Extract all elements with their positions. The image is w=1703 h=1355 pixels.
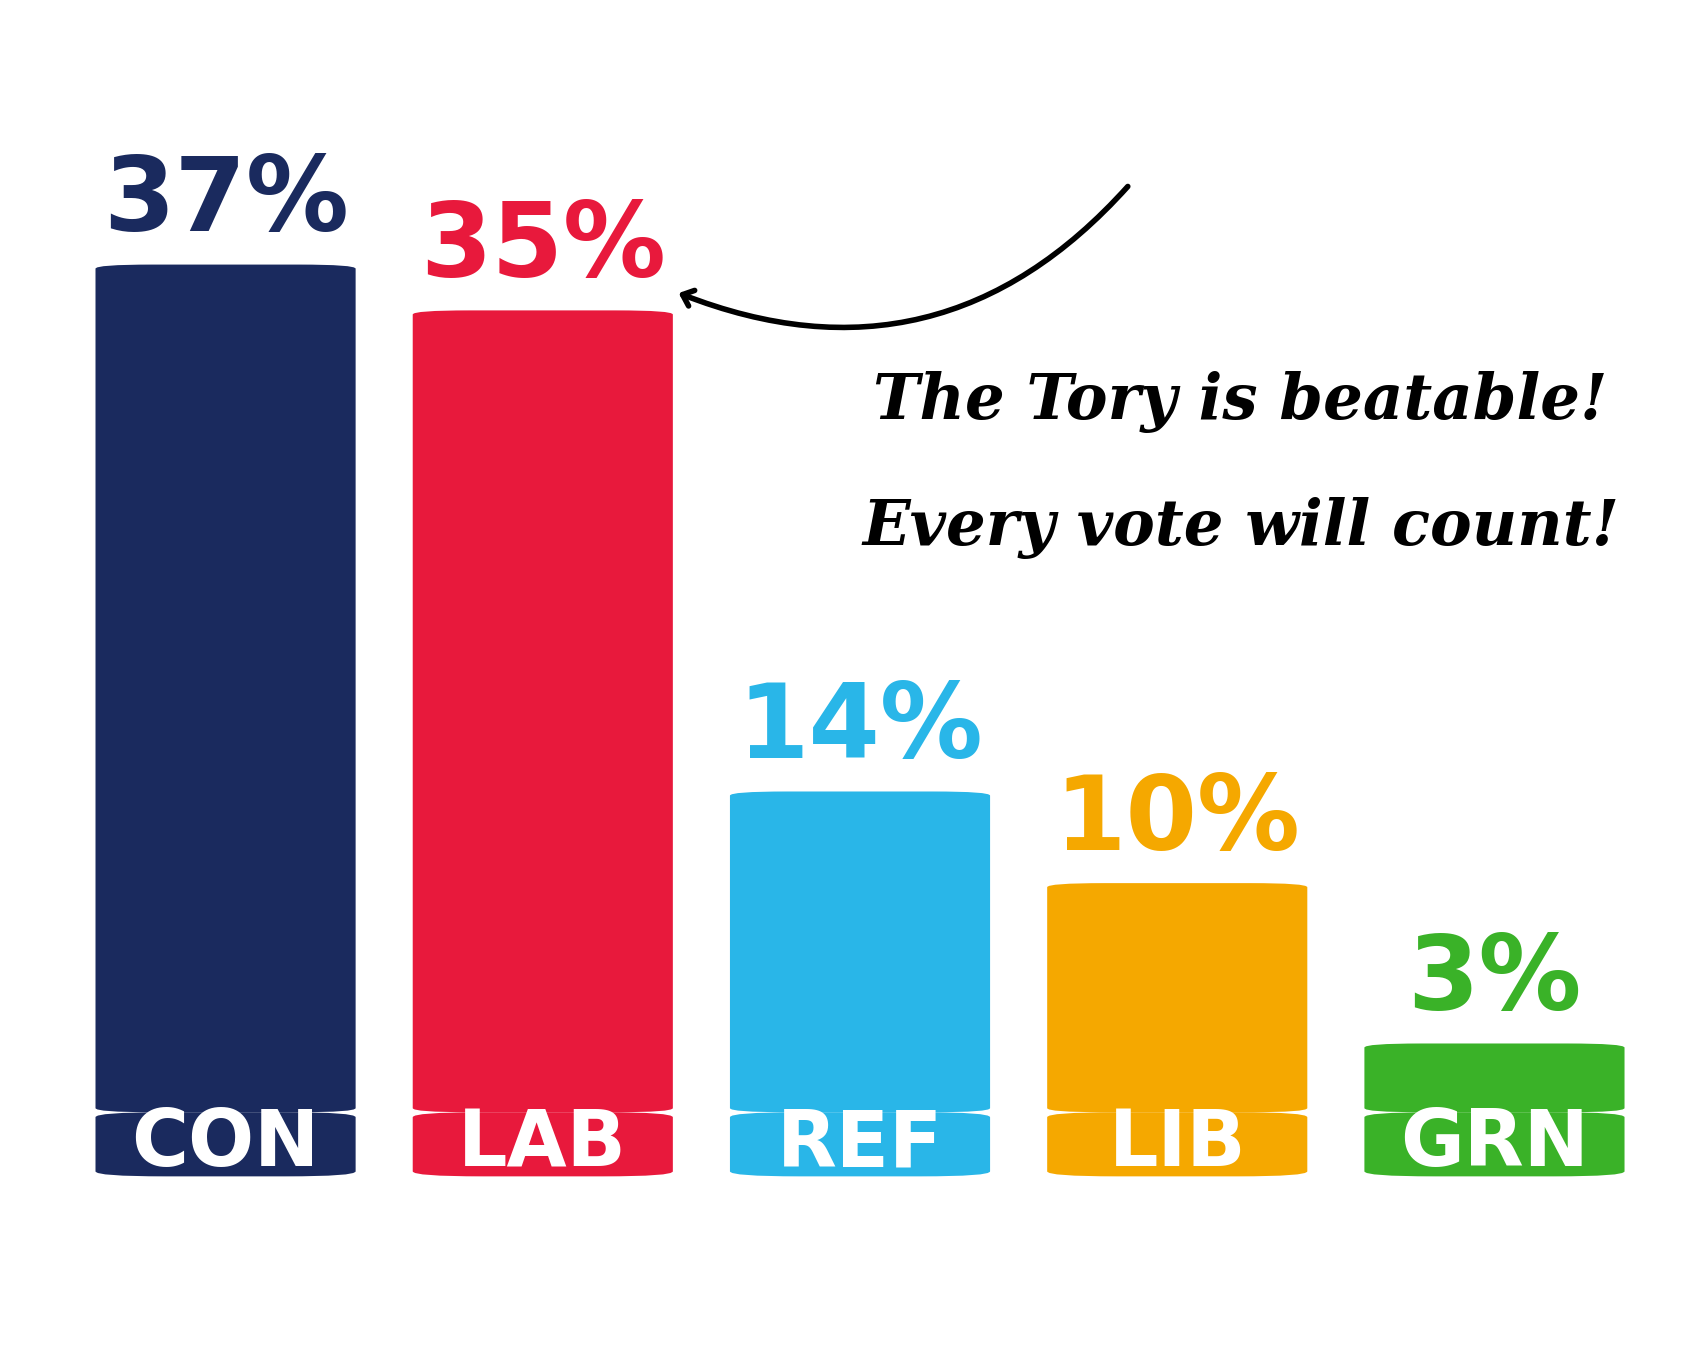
Text: 10%: 10% xyxy=(1054,771,1299,871)
Text: GRN: GRN xyxy=(1400,1106,1589,1183)
FancyBboxPatch shape xyxy=(731,1112,989,1176)
Text: CON: CON xyxy=(131,1106,320,1183)
FancyBboxPatch shape xyxy=(1364,1043,1625,1112)
FancyBboxPatch shape xyxy=(412,1112,673,1176)
Text: 35%: 35% xyxy=(421,198,666,299)
FancyBboxPatch shape xyxy=(95,1112,356,1176)
Text: Every vote will count!: Every vote will count! xyxy=(862,497,1620,560)
Text: 37%: 37% xyxy=(102,152,349,253)
Text: LAB: LAB xyxy=(458,1106,627,1183)
FancyBboxPatch shape xyxy=(1047,1112,1308,1176)
Text: The Tory is beatable!: The Tory is beatable! xyxy=(874,371,1608,434)
Text: LIB: LIB xyxy=(1109,1106,1247,1183)
FancyBboxPatch shape xyxy=(1364,1112,1625,1176)
FancyBboxPatch shape xyxy=(731,791,989,1112)
Text: 3%: 3% xyxy=(1407,931,1582,1033)
FancyBboxPatch shape xyxy=(1047,883,1308,1112)
Text: 14%: 14% xyxy=(737,679,983,780)
FancyBboxPatch shape xyxy=(95,264,356,1112)
FancyBboxPatch shape xyxy=(412,310,673,1112)
Text: REF: REF xyxy=(777,1106,943,1183)
